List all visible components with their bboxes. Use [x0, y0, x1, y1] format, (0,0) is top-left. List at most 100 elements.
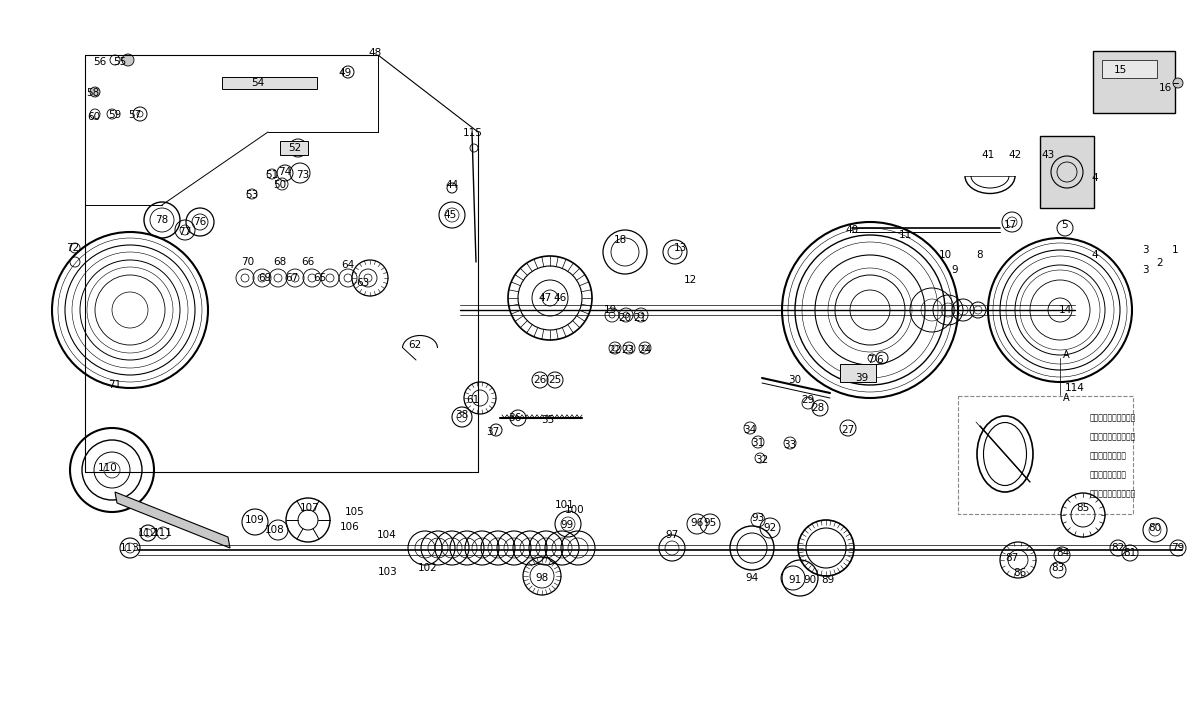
Text: 69: 69: [258, 273, 271, 283]
Text: 89: 89: [821, 575, 835, 585]
Text: 39: 39: [856, 373, 869, 383]
Text: 54: 54: [251, 78, 265, 88]
Bar: [840, 364, 876, 382]
Text: 102: 102: [418, 563, 438, 573]
Text: 48: 48: [368, 48, 382, 58]
Text: 106: 106: [340, 522, 360, 532]
Text: 76: 76: [193, 217, 206, 227]
Text: 62: 62: [408, 340, 421, 350]
Text: 103: 103: [378, 567, 398, 577]
Circle shape: [90, 87, 100, 97]
Text: 70: 70: [241, 257, 254, 267]
Text: 87: 87: [1006, 553, 1019, 563]
Text: 1: 1: [1171, 245, 1178, 255]
Text: 12: 12: [683, 275, 697, 285]
Text: 85: 85: [1076, 503, 1090, 513]
Text: 26: 26: [533, 375, 547, 385]
Text: 57: 57: [128, 110, 142, 120]
Text: 100: 100: [565, 505, 584, 515]
Text: 111: 111: [154, 528, 173, 538]
Text: 66: 66: [301, 257, 314, 267]
Text: 52: 52: [288, 143, 301, 153]
Text: 115: 115: [463, 128, 482, 138]
Text: 5: 5: [1062, 220, 1068, 230]
Text: 7: 7: [866, 355, 874, 365]
Text: A: A: [1063, 393, 1069, 403]
Circle shape: [122, 54, 134, 66]
Text: 36: 36: [509, 413, 522, 423]
Text: 112: 112: [138, 528, 158, 538]
Text: 本製品ご購入の際は、: 本製品ご購入の際は、: [1090, 413, 1136, 422]
Text: 80: 80: [1148, 523, 1162, 533]
Text: 82: 82: [1111, 543, 1124, 553]
Text: 109: 109: [245, 515, 265, 525]
Text: 78: 78: [155, 215, 169, 225]
Text: 114: 114: [1066, 383, 1085, 393]
Text: 17: 17: [1003, 220, 1016, 230]
Text: 4: 4: [1092, 250, 1098, 260]
Text: 43: 43: [1042, 150, 1055, 160]
Text: 20: 20: [618, 313, 631, 323]
Polygon shape: [115, 492, 230, 548]
Text: 10: 10: [938, 250, 952, 260]
Text: 74: 74: [278, 167, 292, 177]
Text: 19: 19: [604, 305, 617, 315]
Text: 107: 107: [300, 503, 320, 513]
Text: 18: 18: [613, 235, 626, 245]
Text: 21: 21: [634, 313, 647, 323]
Text: お貴おりいたします。: お貴おりいたします。: [1090, 489, 1136, 498]
Text: 35: 35: [541, 415, 554, 425]
Text: 30: 30: [788, 375, 802, 385]
Text: 51: 51: [265, 170, 278, 180]
Bar: [1102, 60, 1157, 78]
Text: 94: 94: [745, 573, 758, 583]
Text: 3: 3: [1141, 245, 1148, 255]
Text: 71: 71: [108, 380, 121, 390]
Text: 96: 96: [690, 518, 703, 528]
Text: 91: 91: [788, 575, 802, 585]
Text: 33: 33: [784, 440, 797, 450]
Text: 53: 53: [245, 190, 259, 200]
Text: 92: 92: [763, 523, 776, 533]
Text: 110: 110: [98, 463, 118, 473]
Text: 97: 97: [665, 530, 679, 540]
Text: 40: 40: [846, 225, 858, 235]
Text: 32: 32: [755, 455, 769, 465]
Text: 23: 23: [622, 345, 635, 355]
Text: 44: 44: [445, 180, 458, 190]
Text: 28: 28: [811, 403, 824, 413]
Text: 90: 90: [804, 575, 816, 585]
Text: 11: 11: [899, 230, 912, 240]
Text: 13: 13: [673, 243, 686, 253]
Text: 37: 37: [486, 427, 499, 437]
Text: 79: 79: [1171, 543, 1184, 553]
Text: 104: 104: [377, 530, 397, 540]
Bar: [958, 396, 1133, 514]
Text: 83: 83: [1051, 563, 1064, 573]
Text: 99: 99: [560, 520, 574, 530]
Text: 77: 77: [179, 227, 192, 237]
Text: 58: 58: [86, 88, 100, 98]
Text: 108: 108: [265, 525, 284, 535]
Text: 84: 84: [1056, 548, 1069, 558]
Text: 45: 45: [443, 210, 457, 220]
Text: 29: 29: [802, 395, 815, 405]
Text: 8: 8: [977, 250, 983, 260]
Text: 27: 27: [841, 425, 854, 435]
Circle shape: [1174, 78, 1183, 88]
Text: 49: 49: [338, 68, 352, 78]
Text: 86: 86: [1013, 568, 1027, 578]
Text: 65: 65: [313, 273, 326, 283]
Text: 4: 4: [1092, 173, 1098, 183]
Text: 42: 42: [1008, 150, 1021, 160]
Text: 59: 59: [108, 110, 121, 120]
Text: 67: 67: [286, 273, 299, 283]
FancyBboxPatch shape: [1040, 136, 1094, 208]
Text: を確認する為、一: を確認する為、一: [1090, 451, 1127, 460]
Text: 47: 47: [539, 293, 552, 303]
Text: 14: 14: [1058, 305, 1072, 315]
Text: 46: 46: [553, 293, 566, 303]
Bar: [280, 141, 308, 155]
Text: 38: 38: [455, 410, 469, 420]
Text: 98: 98: [535, 573, 548, 583]
